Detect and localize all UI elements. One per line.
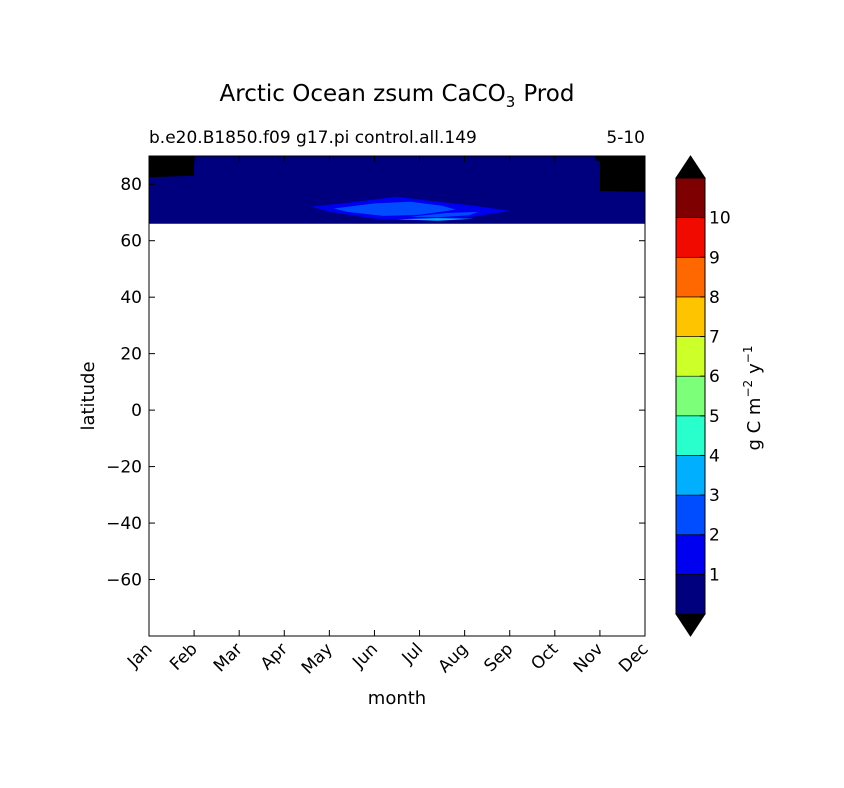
colorbar-tick-label: 7 [709, 328, 720, 348]
colorbar-label-sup1: −2 [741, 380, 755, 398]
colorbar-label-mid: y [744, 363, 765, 374]
field-layer [149, 156, 645, 224]
colorbar-segment [675, 336, 706, 377]
field-level-3 [397, 218, 474, 221]
y-axis-ticks: −60 −40 −20 0 20 40 60 80 [106, 175, 645, 591]
x-tick-label: Jun [348, 639, 382, 673]
colorbar-segment [675, 177, 706, 218]
x-tick-label: Oct [527, 639, 562, 674]
y-tick-label: 0 [131, 401, 142, 421]
field-level-2 [333, 201, 456, 216]
x-tick-label: Apr [257, 639, 292, 674]
x-axis-label: month [368, 688, 426, 709]
colorbar-segment [675, 375, 706, 417]
colorbar: 1 2 3 4 5 6 7 8 9 10 [675, 155, 731, 637]
colorbar-extend-top [675, 155, 706, 179]
colorbar-label-sup2: −1 [741, 345, 755, 363]
plot-frame [148, 155, 646, 637]
x-tick-label: Jan [123, 639, 156, 672]
x-tick-label: Aug [435, 639, 473, 677]
subtitle-right: 5-10 [606, 128, 645, 148]
field-missing [599, 158, 645, 192]
colorbar-segment [675, 494, 706, 536]
colorbar-label: g C m−2 y−1 [741, 345, 765, 450]
y-axis-label: latitude [78, 361, 99, 430]
x-tick-label: Mar [210, 639, 247, 676]
colorbar-tick-label: 1 [709, 565, 720, 585]
colorbar-segment [675, 534, 706, 575]
field-missing [149, 156, 195, 178]
x-tick-label: Feb [166, 639, 201, 674]
colorbar-segment [675, 296, 706, 337]
title-suffix: Prod [523, 81, 574, 107]
chart-title: Arctic Ocean zsum CaCO3 Prod [220, 81, 575, 111]
colorbar-segment [675, 455, 706, 496]
colorbar-segment [675, 415, 706, 456]
y-tick-label: 80 [120, 175, 142, 195]
field-level-2 [410, 211, 479, 218]
x-tick-label: Dec [615, 639, 652, 676]
y-tick-label: −40 [106, 514, 142, 534]
colorbar-segment [675, 217, 706, 258]
colorbar-tick-label: 2 [709, 526, 720, 546]
y-tick-label: −20 [106, 458, 142, 478]
title-main: Arctic Ocean zsum CaCO [220, 81, 506, 107]
colorbar-tick-label: 3 [709, 486, 720, 506]
colorbar-tick-label: 5 [709, 407, 720, 427]
colorbar-label-main: g C m [744, 398, 765, 451]
x-tick-label: Sep [480, 639, 517, 676]
colorbar-tick-label: 10 [709, 209, 731, 229]
plot-area: Jan Feb Mar Apr May Jun Jul Aug Sep Oct Nov Dec −60… [106, 155, 653, 678]
y-tick-label: −60 [106, 571, 142, 591]
x-tick-label: Jul [398, 639, 427, 668]
colorbar-segment [675, 574, 706, 615]
colorbar-tick-label: 8 [709, 288, 720, 308]
x-tick-label: May [298, 639, 337, 678]
colorbar-segment [675, 256, 706, 298]
x-tick-label: Nov [570, 639, 608, 677]
y-tick-label: 40 [120, 288, 142, 308]
colorbar-tick-label: 9 [709, 248, 720, 268]
y-tick-label: 60 [120, 232, 142, 252]
colorbar-tick-label: 4 [709, 446, 720, 466]
colorbar-frame [675, 177, 706, 615]
plot-background [149, 156, 645, 636]
colorbar-extend-bottom [675, 613, 706, 637]
title-subscript: 3 [506, 93, 516, 111]
subtitle-left: b.e20.B1850.f09 g17.pi control.all.149 [149, 128, 477, 148]
y-tick-label: 20 [120, 345, 142, 365]
colorbar-tick-label: 6 [709, 367, 720, 387]
